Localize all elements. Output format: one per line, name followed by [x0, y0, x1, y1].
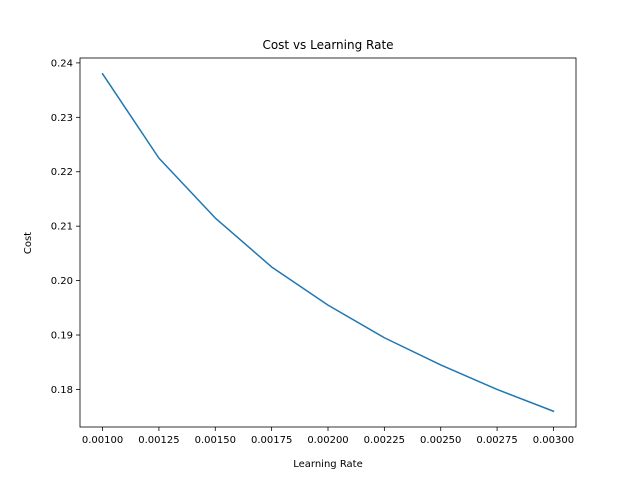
x-axis-label: Learning Rate [293, 459, 363, 470]
chart-title: Cost vs Learning Rate [262, 38, 393, 52]
series-line-0 [101, 72, 555, 413]
x-tick-label: 0.00250 [420, 435, 461, 446]
x-tick-label: 0.00150 [195, 435, 236, 446]
y-axis-label: Cost [23, 232, 34, 254]
x-tick-label: 0.00125 [138, 435, 179, 446]
x-tick-label: 0.00275 [476, 435, 517, 446]
y-tick-label: 0.22 [51, 167, 73, 178]
x-tick-label: 0.00300 [533, 435, 574, 446]
x-tick-label: 0.00200 [307, 435, 348, 446]
y-tick-label: 0.19 [51, 331, 73, 342]
y-tick-label: 0.24 [51, 58, 73, 69]
x-tick-label: 0.00175 [251, 435, 292, 446]
x-tick-label: 0.00225 [364, 435, 405, 446]
y-tick-label: 0.20 [51, 276, 73, 287]
y-tick-label: 0.18 [51, 385, 73, 396]
y-axis-ticks: 0.18 0.19 0.20 0.21 0.22 0.23 0.24 [51, 58, 80, 396]
x-tick-label: 0.00100 [82, 435, 123, 446]
x-axis-ticks: 0.00100 0.00125 0.00150 0.00175 0.00200 0.002… [82, 427, 574, 446]
y-tick-label: 0.23 [51, 113, 73, 124]
y-tick-label: 0.21 [51, 222, 73, 233]
